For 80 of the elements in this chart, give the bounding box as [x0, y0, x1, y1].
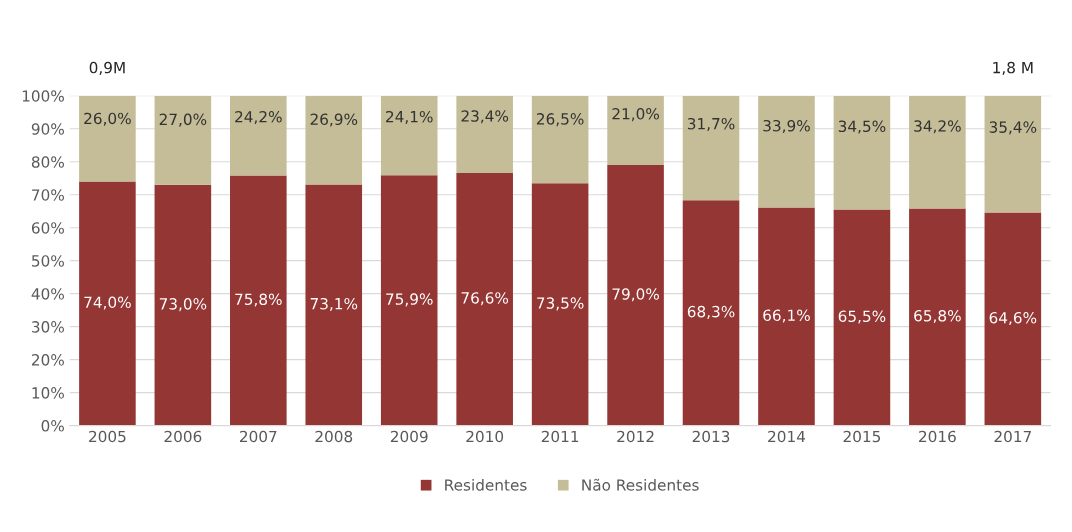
- data-label: 26,5%: [536, 113, 584, 127]
- bar: [607, 165, 664, 426]
- bar: [984, 95, 1042, 213]
- bar: [531, 183, 589, 426]
- data-label: 75,8%: [235, 293, 282, 307]
- data-label: 64,6%: [989, 311, 1037, 326]
- x-tick-label: 2007: [239, 430, 277, 443]
- y-tick-label: 50%: [32, 255, 64, 267]
- y-tick-label: 40%: [31, 288, 64, 300]
- data-label: 73,5%: [537, 297, 584, 311]
- y-tick-label: 20%: [31, 354, 64, 366]
- bar: [833, 209, 891, 426]
- data-label: 23,4%: [461, 110, 509, 124]
- x-tick-label: 2013: [692, 430, 730, 443]
- x-tick-label: 2010: [466, 430, 504, 443]
- y-tick-label: 70%: [32, 189, 64, 201]
- bar: [79, 181, 136, 426]
- bar: [305, 95, 363, 185]
- x-tick-label: 2011: [541, 430, 579, 443]
- x-tick-label: 2015: [843, 430, 881, 443]
- data-label: 34,5%: [838, 120, 886, 134]
- y-tick-label: 0%: [41, 420, 64, 432]
- legend-label: Não Residentes: [582, 478, 699, 491]
- data-label: 73,1%: [310, 297, 358, 312]
- data-label: 65,5%: [838, 310, 886, 324]
- annotation: 1,8 M: [993, 61, 1033, 75]
- bar: [909, 95, 966, 209]
- y-tick-label: 100%: [22, 90, 64, 102]
- bar: [456, 95, 513, 173]
- data-label: 74,0%: [84, 296, 131, 310]
- data-label: 31,7%: [687, 117, 735, 132]
- bar: [380, 95, 438, 176]
- bar: [758, 95, 815, 208]
- x-tick-label: 2009: [390, 430, 428, 443]
- data-label: 24,2%: [235, 110, 282, 125]
- x-tick-label: 2008: [315, 430, 353, 443]
- y-tick-label: 60%: [31, 222, 64, 234]
- data-label: 75,9%: [386, 293, 433, 307]
- data-label: 65,8%: [914, 309, 961, 324]
- legend-label: Residentes: [445, 478, 527, 491]
- x-tick-label: 2016: [919, 430, 956, 443]
- x-tick-label: 2014: [768, 430, 806, 443]
- y-tick-label: 30%: [32, 321, 64, 333]
- bar: [230, 175, 287, 426]
- bar: [305, 184, 363, 426]
- y-tick-label: 10%: [32, 387, 64, 399]
- x-tick-label: 2005: [89, 430, 126, 443]
- data-label: 66,1%: [763, 309, 810, 323]
- x-tick-label: 2012: [617, 430, 654, 443]
- bar: [984, 212, 1042, 426]
- data-label: 24,1%: [386, 110, 433, 125]
- bar: [758, 207, 815, 426]
- y-tick-label: 90%: [31, 123, 64, 135]
- bar: [154, 184, 212, 426]
- bar: [79, 95, 136, 182]
- data-label: 76,6%: [461, 292, 509, 306]
- data-label: 35,4%: [989, 121, 1037, 135]
- bar: [682, 200, 740, 426]
- x-tick-label: 2006: [164, 430, 202, 443]
- bar: [230, 95, 287, 176]
- data-label: 27,0%: [159, 113, 207, 127]
- data-label: 68,3%: [687, 305, 735, 319]
- bar: [380, 175, 438, 426]
- bar: [833, 95, 891, 210]
- bar: [154, 95, 212, 185]
- data-label: 79,0%: [612, 288, 659, 302]
- bar: [682, 95, 740, 201]
- y-tick-label: 80%: [31, 156, 64, 168]
- data-label: 33,9%: [763, 119, 810, 134]
- data-label: 73,0%: [159, 298, 207, 312]
- bar: [607, 95, 664, 166]
- x-tick-label: 2017: [994, 430, 1031, 443]
- annotation: 0,9M: [89, 61, 125, 75]
- bar: [531, 95, 589, 184]
- bar: [909, 208, 966, 426]
- data-label: 34,2%: [914, 120, 961, 134]
- data-label: 26,0%: [84, 112, 131, 126]
- data-label: 26,9%: [310, 113, 358, 127]
- data-label: 21,0%: [612, 108, 659, 122]
- bar: [456, 172, 513, 426]
